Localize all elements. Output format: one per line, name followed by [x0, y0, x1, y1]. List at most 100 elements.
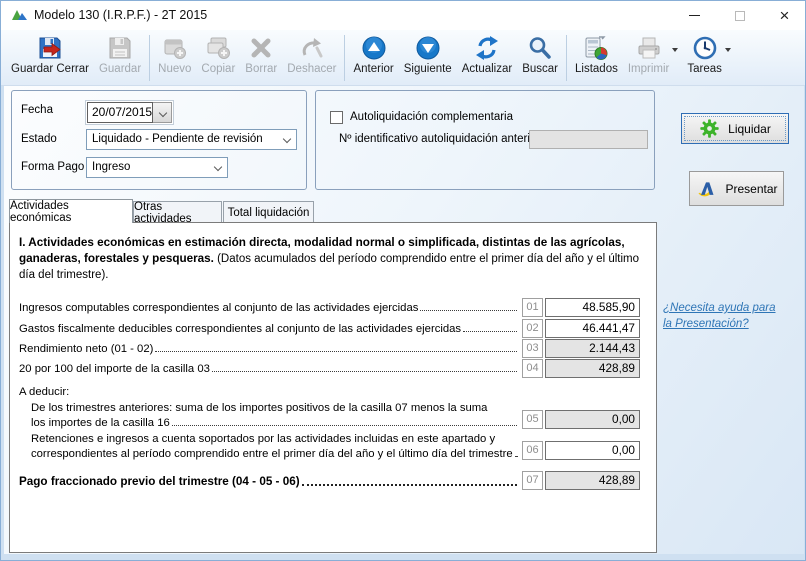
section-heading: I. Actividades económicas en estimación …	[19, 235, 643, 283]
toolbar-label: Borrar	[245, 63, 278, 75]
save-button[interactable]: Guardar	[94, 32, 146, 84]
header-form-groupbox	[11, 90, 307, 190]
tab-label: Otras actividades	[134, 200, 192, 225]
forma-pago-label: Forma Pago	[21, 161, 85, 173]
fecha-label: Fecha	[21, 104, 53, 116]
tab-content-panel	[9, 222, 657, 553]
row-label: 20 por 100 del importe de la casilla 03	[19, 363, 518, 375]
toolbar-label: Guardar Cerrar	[11, 63, 89, 75]
maximize-button[interactable]	[717, 1, 762, 30]
fecha-dropdown-button[interactable]	[153, 102, 172, 123]
new-icon	[164, 39, 186, 59]
undo-button[interactable]: Deshacer	[282, 32, 341, 84]
gear-icon	[700, 119, 719, 138]
print-button[interactable]: Imprimir	[623, 32, 679, 84]
new-button[interactable]: Nuevo	[153, 32, 196, 84]
tab-label: Actividades económicas	[10, 199, 72, 224]
toolbar-label: Listados	[575, 63, 618, 75]
aeat-logo-icon	[698, 181, 714, 196]
tab-actividades-economicas[interactable]: Actividades económicas	[9, 199, 133, 224]
print-icon	[638, 37, 660, 59]
tasks-dropdown-arrow-icon[interactable]	[724, 48, 731, 52]
next-icon	[416, 36, 440, 60]
row-code-box: 04	[522, 359, 543, 378]
search-icon	[529, 37, 551, 59]
casilla-02-input[interactable]: 46.441,47	[545, 319, 640, 338]
row-label: Gastos fiscalmente deducibles correspond…	[19, 323, 518, 335]
tasks-icon	[693, 36, 716, 60]
num-identificativo-input	[529, 130, 648, 149]
section-heading-note: (Datos acumulados del período comprendid…	[19, 253, 639, 281]
window-title: Modelo 130 (I.R.P.F.) - 2T 2015	[34, 8, 208, 22]
estado-select[interactable]: Liquidado - Pendiente de revisión	[86, 129, 297, 150]
dotted-leader	[301, 484, 517, 486]
print-dropdown-arrow-icon[interactable]	[672, 48, 679, 52]
delete-icon	[251, 38, 271, 58]
chevron-down-icon	[282, 134, 292, 144]
next-button[interactable]: Siguiente	[399, 32, 457, 84]
row-code-box: 03	[522, 339, 543, 358]
tab-otras-actividades[interactable]: Otras actividades	[133, 200, 222, 225]
toolbar-label: Siguiente	[403, 63, 452, 75]
close-icon: ×	[779, 6, 790, 25]
dotted-leader	[171, 425, 517, 426]
presentar-button[interactable]: Presentar	[689, 171, 784, 206]
row-label: Rendimiento neto (01 - 02)	[19, 343, 518, 355]
toolbar-label: Buscar	[522, 63, 559, 75]
title-bar: Modelo 130 (I.R.P.F.) - 2T 2015 ×	[1, 1, 805, 30]
toolbar-label: Anterior	[353, 63, 394, 75]
refresh-button[interactable]: Actualizar	[457, 32, 518, 84]
complementaria-checkbox[interactable]	[330, 111, 343, 124]
help-presentation-link[interactable]: ¿Necesita ayuda para la Presentación?	[663, 300, 776, 332]
num-identificativo-label: Nº identificativo autoliquidación anteri…	[339, 133, 541, 145]
chevron-down-icon	[158, 108, 168, 118]
liquidar-button[interactable]: Liquidar	[681, 113, 789, 144]
undo-icon	[302, 38, 323, 58]
tab-label: Total liquidación	[227, 206, 310, 219]
a-deducir-label: A deducir:	[19, 386, 70, 398]
minimize-button[interactable]	[672, 1, 717, 30]
toolbar-label: Deshacer	[287, 63, 337, 75]
casilla-01-input[interactable]: 48.585,90	[545, 298, 640, 317]
previous-button[interactable]: Anterior	[348, 32, 398, 84]
save-close-icon	[39, 37, 61, 59]
fecha-input[interactable]: 20/07/2015	[87, 102, 154, 123]
dotted-leader	[155, 351, 517, 352]
liquidar-label: Liquidar	[728, 121, 771, 136]
search-button[interactable]: Buscar	[517, 32, 563, 84]
forma-pago-select[interactable]: Ingreso	[86, 157, 228, 178]
row-label: Pago fraccionado previo del trimestre (0…	[19, 475, 518, 488]
row-code-box: 06	[522, 441, 543, 460]
app-icon	[12, 10, 27, 20]
casilla-06-input[interactable]: 0,00	[545, 441, 640, 460]
tasks-button[interactable]: Tareas	[682, 32, 731, 84]
casilla-04-value: 428,89	[545, 359, 640, 378]
row-label-line2: correspondientes al período comprendido …	[31, 448, 518, 460]
toolbar-separator	[566, 35, 568, 81]
tab-total-liquidacion[interactable]: Total liquidación	[223, 201, 314, 223]
complementaria-label: Autoliquidación complementaria	[350, 111, 514, 123]
toolbar-label: Copiar	[201, 63, 236, 75]
close-button[interactable]: ×	[762, 1, 805, 30]
row-label-line1: Retenciones e ingresos a cuenta soportad…	[31, 433, 496, 445]
toolbar-label: Tareas	[687, 63, 722, 75]
toolbar: Guardar Cerrar Guardar Nuevo	[1, 30, 805, 86]
row-code-box: 05	[522, 410, 543, 429]
dotted-leader	[211, 371, 517, 372]
fecha-datepicker[interactable]: 20/07/2015	[85, 100, 174, 125]
dotted-leader	[514, 456, 517, 457]
reports-button[interactable]: Listados	[570, 32, 623, 84]
dotted-leader	[420, 310, 517, 311]
toolbar-label: Guardar	[98, 63, 142, 75]
save-close-button[interactable]: Guardar Cerrar	[6, 32, 94, 84]
casilla-07-value: 428,89	[545, 471, 640, 490]
chevron-down-icon	[213, 162, 223, 172]
maximize-icon	[734, 10, 745, 21]
copy-button[interactable]: Copiar	[196, 32, 240, 84]
casilla-05-value: 0,00	[545, 410, 640, 429]
forma-pago-value: Ingreso	[92, 161, 131, 173]
minimize-icon	[689, 15, 700, 16]
row-label-line1: De los trimestres anteriores: suma de lo…	[31, 402, 488, 414]
delete-button[interactable]: Borrar	[240, 32, 282, 84]
toolbar-label: Imprimir	[627, 63, 670, 75]
